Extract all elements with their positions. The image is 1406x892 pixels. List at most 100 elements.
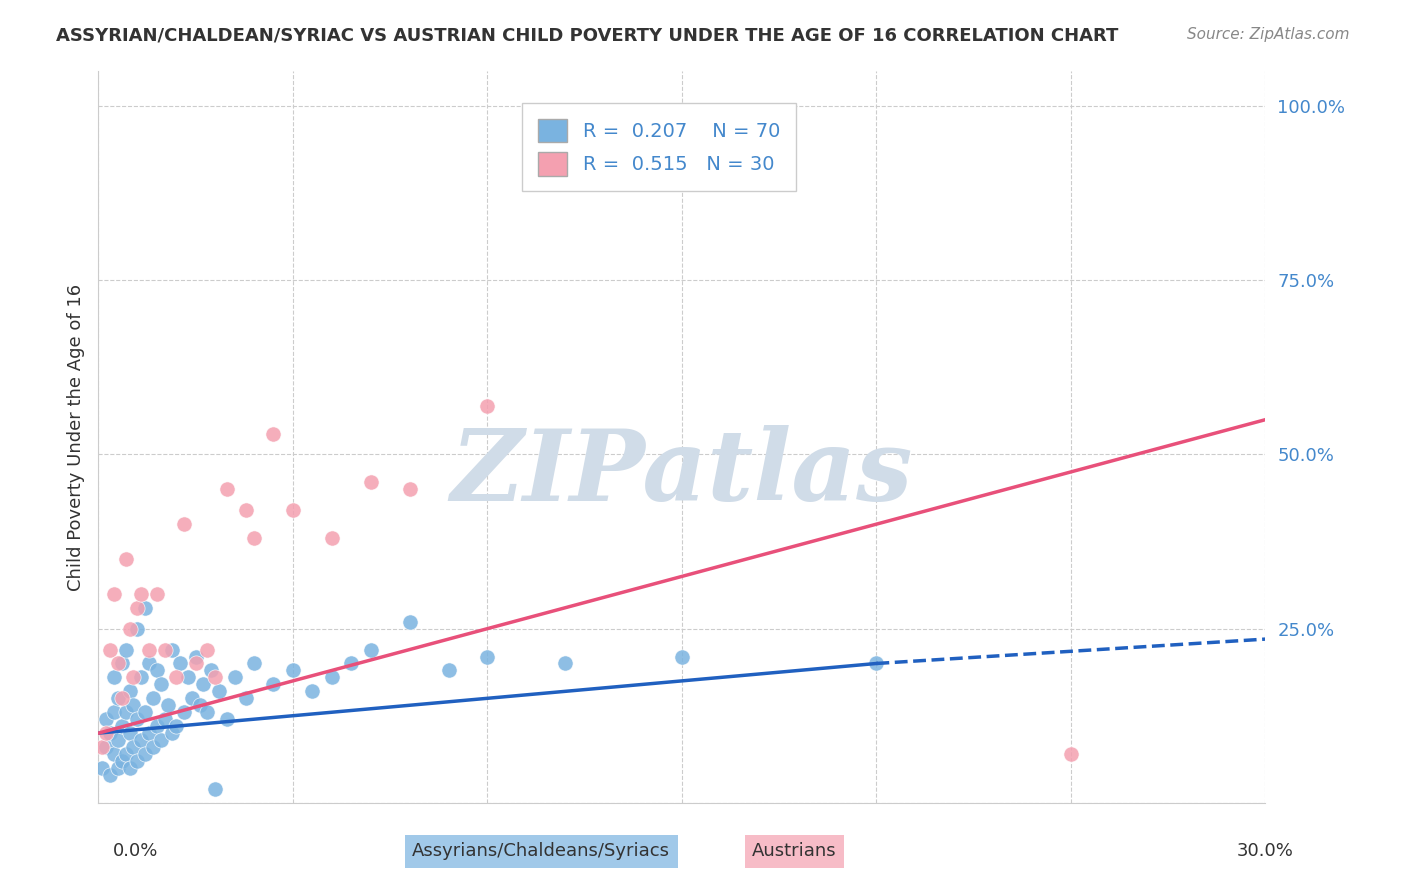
Point [281,664,304,678]
Y-axis label: Child Poverty Under the Age of 16: Child Poverty Under the Age of 16 [66,284,84,591]
Point [118,684,141,698]
Point [262,426,284,441]
Point [243,657,266,671]
Point [127,754,149,768]
Text: Assyrians/Chaldeans/Syriacs: Assyrians/Chaldeans/Syriacs [412,842,671,860]
Point [111,754,134,768]
Point [173,517,195,532]
Point [180,691,202,706]
Point [134,600,156,615]
Point [149,677,172,691]
Point [138,657,160,671]
Point [235,503,257,517]
Point [477,649,499,664]
Point [321,531,343,545]
Point [398,615,420,629]
Point [360,642,382,657]
Point [671,649,693,664]
Point [301,684,323,698]
Point [153,642,176,657]
Point [91,761,114,775]
Point [111,719,134,733]
Point [129,670,152,684]
Point [165,719,187,733]
Point [554,657,576,671]
Point [195,705,218,719]
Point [122,740,145,755]
Point [103,587,125,601]
Point [98,642,121,657]
Text: Source: ZipAtlas.com: Source: ZipAtlas.com [1187,27,1350,42]
Point [98,768,121,782]
Point [1060,747,1083,761]
Point [118,726,141,740]
Point [107,691,129,706]
Point [235,691,257,706]
Point [360,475,382,490]
Point [262,677,284,691]
Point [195,642,218,657]
Point [91,740,114,755]
Point [103,747,125,761]
Point [138,642,160,657]
Point [134,747,156,761]
Point [146,587,169,601]
Point [96,726,118,740]
Point [173,705,195,719]
Legend: R =  0.207    N = 70, R =  0.515   N = 30: R = 0.207 N = 70, R = 0.515 N = 30 [523,103,796,191]
Point [188,698,211,713]
Point [114,747,136,761]
Point [321,670,343,684]
Point [114,642,136,657]
Point [204,670,226,684]
Point [114,552,136,566]
Point [165,670,187,684]
Point [157,698,180,713]
Text: 0.0%: 0.0% [112,842,157,860]
Point [243,531,266,545]
Point [134,705,156,719]
Point [398,483,420,497]
Point [184,649,207,664]
Point [142,740,165,755]
Point [122,698,145,713]
Point [437,664,460,678]
Text: ASSYRIAN/CHALDEAN/SYRIAC VS AUSTRIAN CHILD POVERTY UNDER THE AGE OF 16 CORRELATI: ASSYRIAN/CHALDEAN/SYRIAC VS AUSTRIAN CHI… [56,27,1119,45]
Point [146,719,169,733]
Point [129,587,152,601]
Point [98,726,121,740]
Point [138,726,160,740]
Point [671,169,693,183]
Point [96,712,118,726]
Point [215,712,238,726]
Point [200,664,222,678]
Point [184,657,207,671]
Point [127,622,149,636]
Point [103,705,125,719]
Point [193,677,215,691]
Point [114,705,136,719]
Point [118,761,141,775]
Point [146,664,169,678]
Point [281,503,304,517]
Point [142,691,165,706]
Point [177,670,200,684]
Point [208,684,231,698]
Point [107,657,129,671]
Point [118,622,141,636]
Point [96,740,118,755]
Point [162,726,184,740]
Point [149,733,172,747]
Point [127,600,149,615]
Point [162,642,184,657]
Point [169,657,191,671]
Point [204,781,226,796]
Text: ZIPatlas: ZIPatlas [451,425,912,522]
Point [477,399,499,413]
Point [865,657,887,671]
Point [340,657,363,671]
Point [111,657,134,671]
Text: 30.0%: 30.0% [1237,842,1294,860]
Point [129,733,152,747]
Point [107,761,129,775]
